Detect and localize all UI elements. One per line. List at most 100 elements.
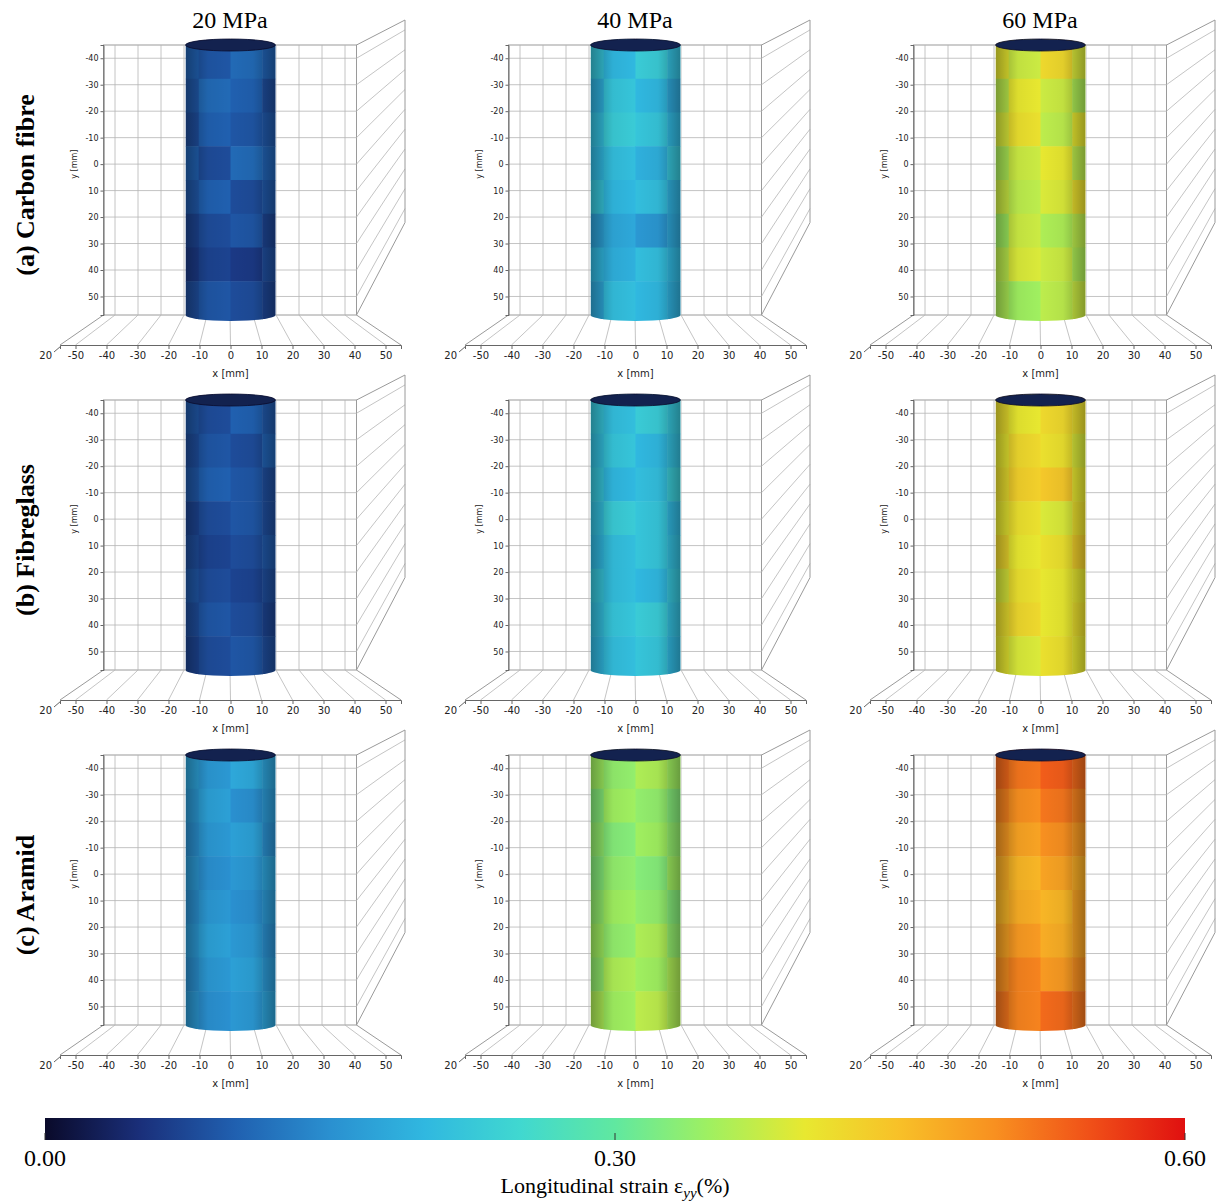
- tick: -10: [1002, 1055, 1018, 1071]
- cylinder-surface: [186, 394, 276, 677]
- tick: 20: [692, 700, 705, 716]
- axis-line: [871, 1056, 1212, 1060]
- panel: -40-30-20-1001020304050y [mm]-50-40-30-2…: [849, 375, 1215, 734]
- side-edge: [1167, 933, 1216, 1026]
- tick-mark: [911, 625, 914, 626]
- cylinder-shading: [186, 394, 276, 677]
- tick-mark: [506, 874, 509, 875]
- cylinder-top: [591, 39, 681, 51]
- tick-label: 40: [1159, 350, 1172, 361]
- tick-mark: [101, 980, 104, 981]
- tick: -20: [971, 700, 987, 716]
- side-grid-line: [357, 544, 406, 625]
- side-edge: [357, 578, 406, 671]
- axis-line: [506, 46, 510, 316]
- tick: 10: [898, 542, 913, 551]
- tick-label: -20: [895, 462, 908, 471]
- grid-line-x: [543, 45, 544, 315]
- x-axis: -50-40-30-20-1001020304050: [61, 1055, 402, 1071]
- side-grid-line: [762, 464, 811, 519]
- side-grid-line: [357, 919, 406, 1007]
- tick-label: -50: [473, 350, 489, 361]
- cylinder-shading: [996, 394, 1086, 677]
- axes-box: [60, 375, 405, 700]
- tick: 50: [380, 345, 393, 361]
- tick-label: 50: [785, 1060, 798, 1071]
- side-grid-line: [357, 169, 406, 244]
- tick-mark: [979, 345, 980, 349]
- side-grid-line: [1167, 740, 1216, 768]
- tick-mark: [1041, 345, 1042, 349]
- tick-mark: [101, 270, 104, 271]
- side-edge: [357, 933, 406, 1026]
- tick-mark: [101, 546, 104, 547]
- floor-grid-line: [727, 1025, 760, 1055]
- tick-mark: [101, 927, 104, 928]
- side-grid-line: [762, 405, 811, 440]
- panel: -40-30-20-1001020304050y [mm]-50-40-30-2…: [849, 20, 1215, 379]
- grid-line-x: [1132, 755, 1133, 1025]
- tick: -50: [68, 700, 84, 716]
- tick: -20: [971, 345, 987, 361]
- tick: -10: [490, 134, 508, 143]
- tick: -40: [490, 409, 508, 418]
- tick-label: -20: [490, 817, 503, 826]
- tick-mark: [1165, 700, 1166, 704]
- floor-grid-line: [1086, 670, 1103, 700]
- tick-mark: [506, 768, 509, 769]
- floor-grid-line: [917, 1025, 949, 1055]
- tick: -10: [1002, 345, 1018, 361]
- side-grid-line: [1167, 524, 1216, 599]
- tick-mark: [506, 821, 509, 822]
- axis-line: [871, 701, 1212, 705]
- tick-label: 30: [318, 705, 331, 716]
- grid-line-x: [948, 400, 949, 670]
- tick-label: 10: [256, 705, 269, 716]
- tick-label: -40: [504, 705, 520, 716]
- side-edge: [810, 730, 811, 933]
- axis-title: x [mm]: [1022, 723, 1058, 734]
- tick: -40: [504, 345, 520, 361]
- tick-mark: [911, 164, 914, 165]
- tick-mark: [911, 927, 914, 928]
- y-axis: -40-30-20-1001020304050: [895, 46, 914, 316]
- tick: 0: [633, 700, 639, 716]
- tick: 50: [898, 293, 913, 302]
- tick-label: -10: [597, 705, 613, 716]
- tick: 10: [661, 700, 674, 716]
- tick: 30: [723, 1055, 736, 1071]
- tick-mark: [636, 1055, 637, 1059]
- tick: 40: [88, 266, 103, 275]
- floor-grid-line: [299, 315, 324, 345]
- tick: 40: [88, 621, 103, 630]
- tick-label: -20: [85, 462, 98, 471]
- tick-mark: [911, 191, 914, 192]
- tick: -40: [504, 700, 520, 716]
- tick-mark: [101, 296, 104, 297]
- z-tick-label: 20: [849, 705, 862, 716]
- floor-edge: [1167, 315, 1212, 345]
- tick-label: -20: [566, 350, 582, 361]
- z-tick-mark: [864, 346, 871, 352]
- tick-label: 10: [1066, 1060, 1079, 1071]
- side-edge: [762, 223, 811, 316]
- tick-mark: [101, 848, 104, 849]
- tick-label: -30: [130, 1060, 146, 1071]
- tick-mark: [760, 1055, 761, 1059]
- tick-label: 30: [88, 240, 98, 249]
- tick: 0: [498, 870, 508, 879]
- grid-line-x: [971, 45, 972, 315]
- tick-mark: [911, 901, 914, 902]
- tick: -40: [490, 54, 508, 63]
- tick-label: -40: [895, 764, 908, 773]
- grid-line-x: [161, 400, 162, 670]
- tick-mark: [200, 1055, 201, 1059]
- tick-label: -30: [940, 350, 956, 361]
- tick-mark: [293, 345, 294, 349]
- floor-grid-line: [948, 315, 972, 345]
- floor-edge: [870, 1025, 914, 1055]
- tick: 20: [898, 568, 913, 577]
- tick-label: -30: [895, 791, 908, 800]
- grid-line-x: [681, 755, 682, 1025]
- grid-line-x: [322, 45, 323, 315]
